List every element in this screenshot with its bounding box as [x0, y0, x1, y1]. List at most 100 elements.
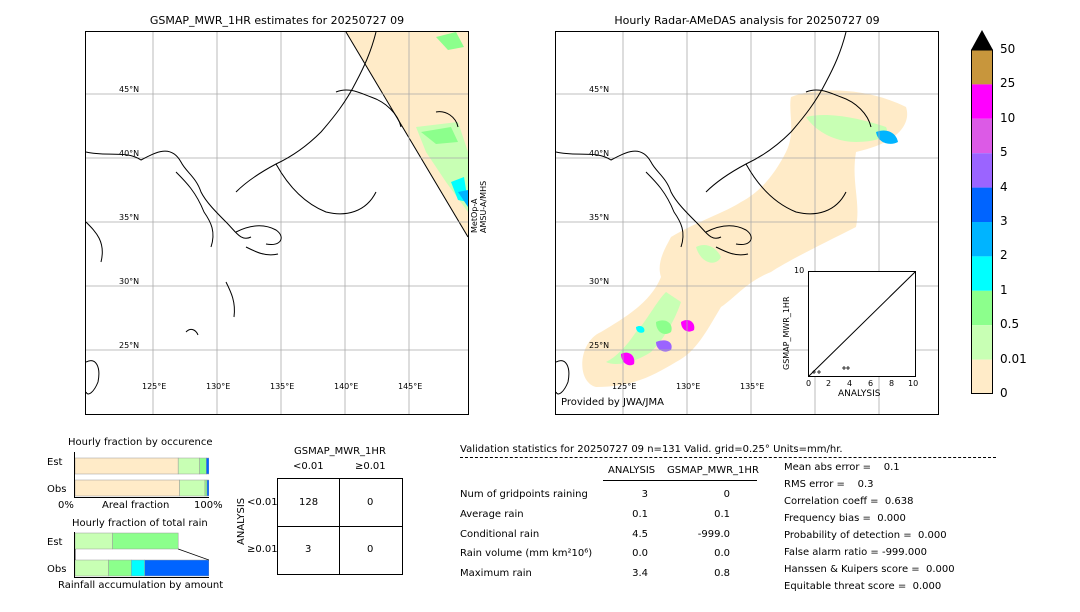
- left-lon-label: 125°E: [142, 382, 167, 391]
- colorbar-segment: [971, 84, 993, 119]
- colorbar-label: 2: [1000, 248, 1008, 263]
- left-lat-label: 30°N: [119, 277, 140, 286]
- totalrain-canvas: [74, 532, 210, 577]
- left-lat-label: 25°N: [119, 341, 140, 350]
- colorbar-segment: [971, 153, 993, 188]
- colorbar: [971, 30, 993, 414]
- inset-tick: 8: [889, 379, 895, 388]
- stats-header-rule: [603, 480, 757, 481]
- left-map: [85, 31, 469, 415]
- colorbar-label: 0.01: [1000, 351, 1027, 366]
- colorbar-label: 4: [1000, 179, 1008, 194]
- colorbar-segment: [971, 359, 993, 394]
- contingency-grid: [277, 478, 403, 575]
- occurrence-bar-segment: [177, 457, 200, 475]
- stats-row-gsmap: 0.1: [714, 509, 730, 520]
- occurrence-canvas: [74, 457, 210, 497]
- score-line: Correlation coeff = 0.638: [784, 496, 914, 507]
- contingency-row-label: ANALYSIS: [236, 497, 247, 545]
- score-line: RMS error = 0.3: [784, 479, 874, 490]
- occurrence-tick-1: 100%: [194, 500, 223, 511]
- contingency-cell: 0: [367, 497, 374, 508]
- inset-tick: 2: [826, 379, 832, 388]
- stats-row-analysis: 3: [641, 489, 648, 500]
- contingency-cell: 3: [305, 544, 312, 555]
- totalrain-cat-obs: Obs: [47, 564, 67, 575]
- stats-row-label: Average rain: [460, 509, 524, 520]
- inset-ylabel: GSMAP_MWR_1HR: [782, 296, 791, 370]
- stats-row-gsmap: 0.8: [714, 568, 730, 579]
- contingency-row-1: ≥0.01: [247, 544, 278, 555]
- contingency-title: GSMAP_MWR_1HR: [294, 446, 386, 457]
- left-map-title: GSMAP_MWR_1HR estimates for 20250727 09: [149, 14, 405, 27]
- totalrain-bar-segment: [131, 559, 145, 577]
- stats-row-label: Rain volume (mm km²10⁶): [460, 548, 593, 559]
- right-lat-label: 35°N: [589, 213, 610, 222]
- colorbar-label: 10: [1000, 110, 1016, 125]
- stats-row-analysis: 0.0: [632, 548, 648, 559]
- inset-tick: 4: [847, 379, 853, 388]
- contingency-row-0: <0.01: [247, 497, 278, 508]
- score-line: Probability of detection = 0.000: [784, 530, 947, 541]
- contingency-col-0: <0.01: [293, 461, 324, 472]
- totalrain-chart: [74, 532, 210, 578]
- totalrain-bar-segment: [112, 532, 179, 550]
- colorbar-label: 0.5: [1000, 317, 1020, 332]
- colorbar-segment: [971, 222, 993, 257]
- totalrain-bar-segment: [144, 559, 210, 577]
- right-lon-label: 130°E: [676, 382, 701, 391]
- occurrence-bar-segment: [199, 457, 207, 475]
- left-lon-label: 140°E: [334, 382, 359, 391]
- colorbar-segment: [971, 118, 993, 154]
- totalrain-xlabel: Rainfall accumulation by amount: [58, 580, 224, 591]
- colorbar-segment: [971, 325, 993, 360]
- right-lon-label: 135°E: [740, 382, 765, 391]
- right-lon-label: 125°E: [612, 382, 637, 391]
- left-lat-label: 45°N: [119, 85, 140, 94]
- left-lon-label: 145°E: [398, 382, 423, 391]
- occurrence-bar-segment: [74, 457, 179, 475]
- colorbar-segment: [971, 50, 993, 85]
- occurrence-tick-0: 0%: [58, 500, 74, 511]
- left-lat-label: 35°N: [119, 213, 140, 222]
- lon-grid: [152, 32, 410, 414]
- inset-scatter-canvas: [808, 271, 916, 377]
- occurrence-bar-segment: [179, 479, 206, 497]
- right-lat-label: 40°N: [589, 149, 610, 158]
- right-map-title: Hourly Radar-AMeDAS analysis for 2025072…: [614, 14, 880, 27]
- right-coastlines: [556, 32, 872, 395]
- stats-row-label: Num of gridpoints raining: [460, 489, 588, 500]
- colorbar-extend-arrow: [971, 30, 993, 50]
- left-lon-label: 135°E: [270, 382, 295, 391]
- inset-tick: 6: [868, 379, 874, 388]
- right-map: [555, 31, 939, 415]
- lat-grid: [86, 93, 468, 351]
- colorbar-segment: [971, 256, 993, 291]
- occurrence-chart: [74, 452, 210, 498]
- stats-title: Validation statistics for 20250727 09 n=…: [460, 444, 843, 455]
- inset-tick: 0: [806, 379, 812, 388]
- occurrence-bar-segment: [74, 479, 180, 497]
- colorbar-canvas: [971, 30, 993, 394]
- stats-row-analysis: 3.4: [632, 568, 648, 579]
- colorbar-label: 3: [1000, 214, 1008, 228]
- stats-row-gsmap: 0.0: [714, 548, 730, 559]
- inset-ytick: 10: [794, 266, 805, 275]
- stats-col-gsmap: GSMAP_MWR_1HR: [667, 465, 759, 476]
- score-line: Frequency bias = 0.000: [784, 513, 906, 524]
- stats-row-analysis: 4.5: [632, 529, 648, 540]
- stats-divider: [460, 457, 996, 458]
- colorbar-frame: [971, 49, 993, 394]
- left-map-canvas: [86, 32, 468, 414]
- totalrain-title: Hourly fraction of total rain: [72, 518, 208, 529]
- totalrain-bar-segment: [74, 559, 109, 577]
- inset-scatter: [808, 271, 916, 377]
- occurrence-bar-segment: [204, 479, 208, 497]
- stats-row-gsmap: -999.0: [697, 529, 730, 540]
- stats-col-analysis: ANALYSIS: [608, 465, 656, 476]
- score-line: Hanssen & Kuipers score = 0.000: [784, 564, 955, 575]
- occurrence-xlabel: Areal fraction: [102, 500, 170, 511]
- inset-xlabel: ANALYSIS: [838, 389, 881, 399]
- inset-tick: 10: [908, 379, 919, 388]
- occurrence-bar-segment: [206, 479, 210, 497]
